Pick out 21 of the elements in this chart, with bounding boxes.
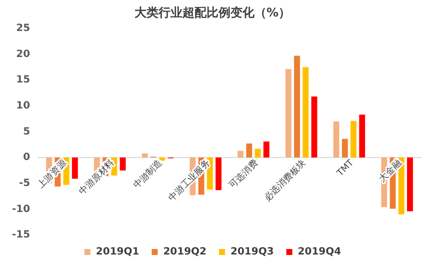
x-tick-label: 中游制造 (131, 158, 165, 191)
y-tick-label: -15 (12, 230, 30, 241)
x-tick-label: 上游资源 (36, 158, 69, 191)
y-tick-label: 5 (23, 126, 30, 138)
x-tick-label: 中游原材料 (77, 158, 117, 198)
y-tick-label: -5 (18, 178, 30, 189)
y-tick-label: -10 (12, 204, 30, 215)
y-tick-label: 25 (16, 22, 30, 34)
y-tick-label: 20 (16, 48, 30, 60)
x-tick-label: 必选消费板块 (262, 158, 308, 204)
legend-label: 2019Q1 (96, 246, 140, 258)
chart-title: 大类行业超配比例变化（%） (134, 5, 291, 20)
legend-label: 2019Q3 (230, 246, 274, 258)
x-tick-label: 可选消费 (227, 158, 260, 191)
x-tick-label: 中游工业服务 (166, 158, 212, 204)
y-tick-label: 10 (16, 100, 30, 112)
legend-label: 2019Q4 (298, 246, 342, 258)
y-tick-label: 0 (23, 152, 30, 164)
x-tick-label: 大金融 (376, 158, 404, 184)
y-tick-label: 15 (16, 74, 30, 86)
legend-label: 2019Q2 (163, 246, 207, 258)
